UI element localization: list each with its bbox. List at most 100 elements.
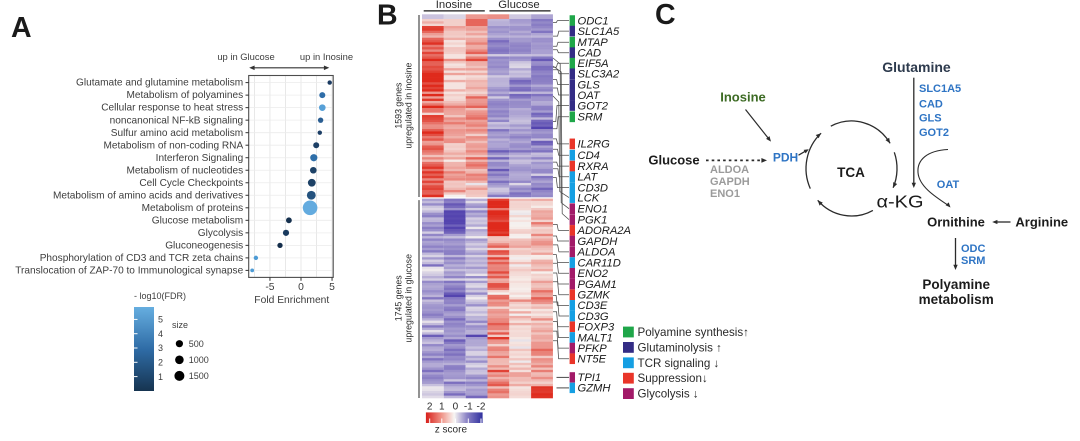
svg-text:ODC: ODC (961, 243, 986, 255)
svg-text:IL2RG: IL2RG (578, 139, 611, 151)
svg-text:ODC1: ODC1 (578, 15, 609, 27)
svg-text:MALT1: MALT1 (578, 332, 613, 344)
svg-text:OAT: OAT (937, 179, 960, 191)
svg-text:noncanonical NF-kB signaling: noncanonical NF-kB signaling (110, 115, 244, 126)
svg-text:EIF5A: EIF5A (578, 58, 609, 70)
svg-text:- log10(FDR): - log10(FDR) (134, 291, 186, 301)
svg-text:Glutaminolysis ↑: Glutaminolysis ↑ (638, 341, 722, 354)
svg-text:CD3E: CD3E (578, 300, 608, 312)
svg-text:SRM: SRM (578, 112, 604, 124)
svg-text:GOT2: GOT2 (578, 100, 609, 112)
svg-text:OAT: OAT (578, 90, 601, 102)
svg-text:ENO1: ENO1 (710, 188, 740, 200)
svg-text:Interferon Signaling: Interferon Signaling (156, 153, 244, 164)
svg-text:CD3G: CD3G (578, 311, 609, 323)
svg-text:0: 0 (298, 282, 304, 293)
svg-text:5: 5 (329, 282, 335, 293)
svg-text:Cellular response to heat stre: Cellular response to heat stress (101, 103, 243, 114)
svg-text:ALDOA: ALDOA (710, 164, 749, 176)
svg-text:Fold Enrichment: Fold Enrichment (254, 295, 329, 306)
svg-text:Glutamate and glutamine metabo: Glutamate and glutamine metabolism (76, 78, 243, 89)
svg-text:GZMH: GZMH (578, 383, 612, 395)
svg-text:PDH: PDH (773, 151, 798, 165)
svg-text:LCK: LCK (578, 192, 600, 204)
svg-text:Glycolysis: Glycolysis (198, 228, 243, 239)
svg-text:up in Inosine: up in Inosine (300, 51, 353, 62)
svg-text:0: 0 (453, 401, 459, 412)
svg-text:RXRA: RXRA (578, 161, 609, 173)
svg-text:upregulated in inosine: upregulated in inosine (404, 62, 414, 148)
svg-text:PFKP: PFKP (578, 343, 608, 355)
svg-text:1500: 1500 (189, 371, 209, 381)
svg-text:Glutamine: Glutamine (882, 59, 951, 75)
svg-text:-1: -1 (464, 401, 473, 412)
svg-text:PGAM1: PGAM1 (578, 279, 617, 291)
svg-text:5: 5 (158, 315, 163, 325)
svg-text:CD4: CD4 (578, 150, 600, 162)
svg-text:Metabolism of non-coding RNA: Metabolism of non-coding RNA (103, 140, 243, 151)
svg-text:Translocation of ZAP-70 to Imm: Translocation of ZAP-70 to Immunological… (15, 266, 243, 277)
svg-text:GAPDH: GAPDH (710, 176, 750, 188)
svg-text:Polyamine synthesis↑: Polyamine synthesis↑ (638, 326, 749, 339)
svg-text:GZMK: GZMK (578, 290, 611, 302)
svg-text:upregulated in glucose: upregulated in glucose (404, 254, 414, 343)
svg-text:Phosphorylation of CD3 and TCR: Phosphorylation of CD3 and TCR zeta chai… (40, 253, 243, 264)
svg-text:α-KG: α-KG (877, 192, 924, 212)
svg-text:Glucose: Glucose (498, 0, 539, 11)
svg-text:z score: z score (435, 425, 468, 436)
svg-text:ENO1: ENO1 (578, 204, 608, 216)
svg-text:Inosine: Inosine (720, 90, 766, 105)
svg-text:SRM: SRM (961, 255, 985, 267)
svg-text:CD3D: CD3D (578, 182, 608, 194)
svg-text:Polyamine: Polyamine (922, 277, 990, 292)
svg-text:Glycolysis ↓: Glycolysis ↓ (638, 388, 699, 401)
svg-text:1000: 1000 (189, 355, 209, 365)
svg-text:TPI1: TPI1 (578, 372, 602, 384)
svg-text:Suppression↓: Suppression↓ (638, 372, 708, 385)
svg-text:C: C (655, 0, 676, 31)
svg-text:1: 1 (439, 401, 445, 412)
svg-text:SLC1A5: SLC1A5 (919, 83, 961, 95)
svg-text:ENO2: ENO2 (578, 268, 609, 280)
svg-text:Metabolism of proteins: Metabolism of proteins (142, 203, 244, 214)
svg-text:metabolism: metabolism (919, 292, 994, 307)
svg-text:Glucose: Glucose (648, 153, 699, 168)
svg-text:500: 500 (189, 339, 204, 349)
svg-text:MTAP: MTAP (578, 37, 609, 49)
svg-text:Inosine: Inosine (436, 0, 472, 11)
svg-text:Metabolism of polyamines: Metabolism of polyamines (126, 90, 243, 101)
svg-text:1593 genes: 1593 genes (394, 82, 404, 129)
svg-text:1: 1 (158, 372, 163, 382)
svg-text:1745 genes: 1745 genes (394, 275, 404, 322)
svg-text:SLC3A2: SLC3A2 (578, 69, 620, 81)
svg-text:B: B (377, 0, 398, 32)
svg-text:CAD: CAD (919, 98, 943, 110)
svg-text:Metabolism of nucleotides: Metabolism of nucleotides (126, 165, 243, 176)
svg-text:FOXP3: FOXP3 (578, 322, 615, 334)
svg-text:TCR signaling ↓: TCR signaling ↓ (638, 357, 720, 370)
svg-text:Metabolism of amino acids and: Metabolism of amino acids and derivative… (53, 190, 243, 201)
svg-text:up in Glucose: up in Glucose (217, 51, 274, 62)
svg-text:GLS: GLS (919, 112, 942, 124)
svg-text:size: size (172, 320, 188, 330)
svg-text:CAR11D: CAR11D (578, 257, 621, 269)
svg-text:Ornithine: Ornithine (927, 215, 985, 230)
svg-text:TCA: TCA (837, 165, 865, 180)
svg-text:A: A (11, 12, 32, 44)
svg-text:Cell Cycle Checkpoints: Cell Cycle Checkpoints (139, 178, 243, 189)
svg-text:NT5E: NT5E (578, 354, 607, 366)
svg-text:GAPDH: GAPDH (578, 236, 619, 248)
svg-text:PGK1: PGK1 (578, 214, 608, 226)
svg-text:GLS: GLS (578, 79, 601, 91)
svg-text:Sulfur amino acid metabolism: Sulfur amino acid metabolism (111, 128, 243, 139)
svg-text:ALDOA: ALDOA (577, 247, 616, 259)
svg-text:2: 2 (158, 358, 163, 368)
svg-text:LAT: LAT (578, 172, 599, 184)
svg-text:Arginine: Arginine (1015, 215, 1068, 230)
svg-text:4: 4 (158, 329, 163, 339)
svg-text:Gluconeogenesis: Gluconeogenesis (165, 240, 243, 251)
svg-text:CAD: CAD (578, 48, 602, 60)
svg-text:SLC1A5: SLC1A5 (578, 26, 620, 38)
svg-text:GOT2: GOT2 (919, 127, 949, 139)
svg-text:3: 3 (158, 343, 163, 353)
